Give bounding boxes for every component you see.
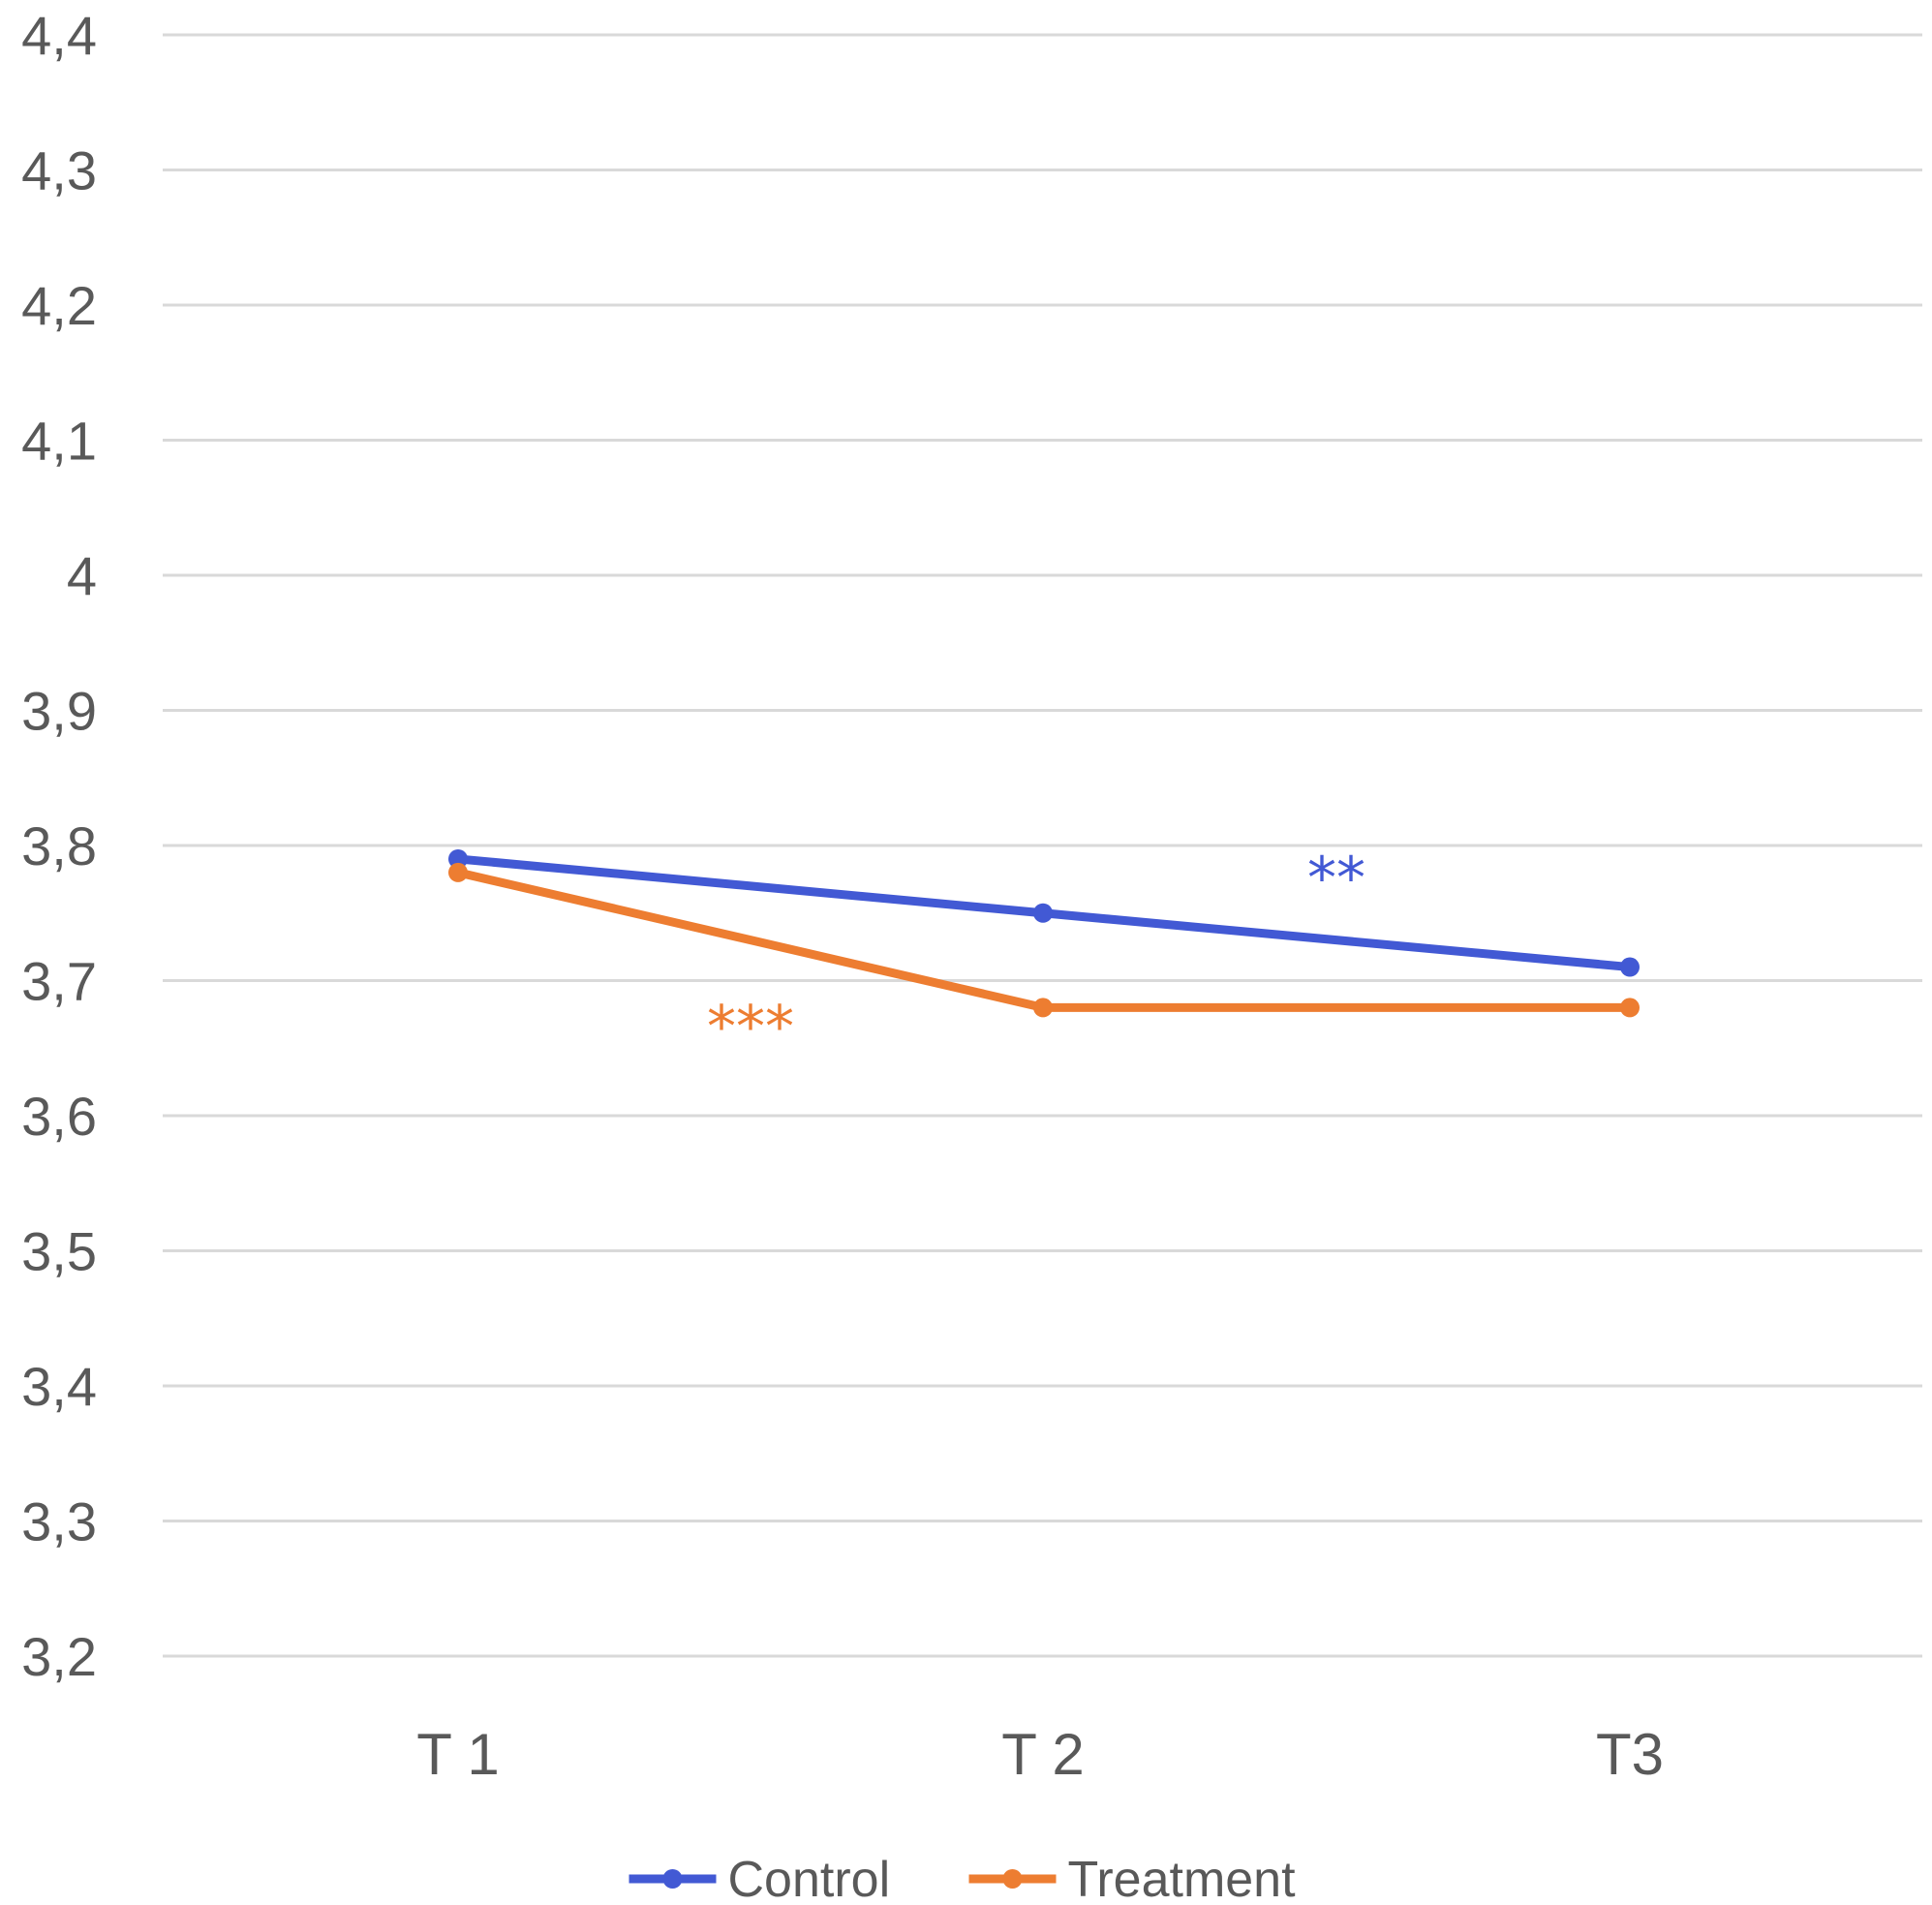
- legend: Control Treatment: [629, 1852, 1297, 1905]
- y-tick-label: 3,6: [21, 1086, 97, 1147]
- y-tick-label: 4,1: [21, 411, 97, 472]
- legend-item-treatment: Treatment: [968, 1852, 1297, 1905]
- x-tick-label: T 2: [1001, 1722, 1085, 1787]
- y-tick-label: 3,3: [21, 1491, 97, 1552]
- legend-label-treatment: Treatment: [1068, 1852, 1297, 1905]
- data-point-treatment: [448, 862, 468, 882]
- data-point-treatment: [1033, 998, 1053, 1018]
- series-lines: [448, 848, 1640, 1018]
- data-point-control: [1620, 957, 1640, 977]
- y-tick-label: 4: [67, 545, 97, 606]
- significance-annotation: ***: [707, 993, 794, 1060]
- y-axis-tick-labels: 4,4 4,3 4,2 4,1 4 3,9 3,8 3,7 3,6 3,5 3,4 3,3 3,2: [21, 5, 97, 1687]
- x-tick-label: T 1: [416, 1722, 500, 1787]
- series-line-treatment: [453, 868, 1635, 1012]
- legend-marker-control: [662, 1869, 683, 1889]
- gridlines: [163, 33, 1922, 1658]
- y-tick-label: 4,2: [21, 275, 97, 336]
- x-axis-tick-labels: T 1 T 2 T3: [416, 1722, 1664, 1787]
- y-tick-label: 3,7: [21, 951, 97, 1012]
- legend-marker-treatment: [1002, 1869, 1023, 1889]
- y-tick-label: 4,3: [21, 140, 97, 201]
- annotations: *****: [707, 845, 1365, 1060]
- significance-annotation: **: [1307, 845, 1365, 912]
- data-point-treatment: [1620, 998, 1640, 1018]
- y-tick-label: 4,4: [21, 5, 97, 66]
- y-tick-label: 3,5: [21, 1221, 97, 1282]
- legend-item-control: Control: [629, 1852, 891, 1905]
- y-tick-label: 3,2: [21, 1626, 97, 1687]
- x-tick-label: T3: [1596, 1722, 1664, 1787]
- legend-label-control: Control: [728, 1852, 891, 1905]
- y-tick-label: 3,8: [21, 815, 97, 876]
- y-tick-label: 3,4: [21, 1356, 97, 1417]
- y-tick-label: 3,9: [21, 681, 97, 742]
- data-point-control: [1033, 903, 1053, 923]
- data-point-control: [448, 848, 468, 869]
